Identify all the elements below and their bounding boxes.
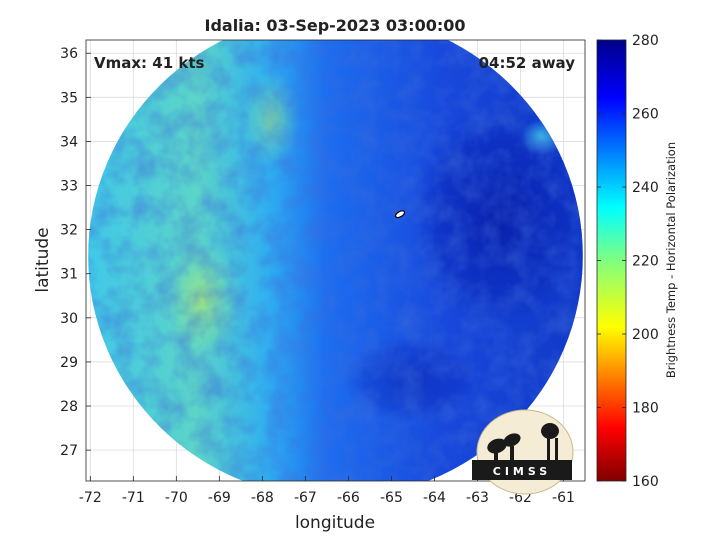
y-tick-label: 35 — [60, 90, 78, 106]
x-tick-label: -70 — [165, 490, 188, 506]
swath-field — [88, 40, 583, 481]
cimss-logo-text: CIMSS — [493, 465, 551, 478]
x-tick-label: -64 — [423, 490, 446, 506]
y-tick-label: 31 — [60, 267, 78, 283]
storm-center-marker — [394, 210, 406, 219]
colorbar-tick-label: 240 — [632, 180, 659, 196]
colorbar-tick-label: 260 — [632, 107, 659, 123]
x-tick-label: -72 — [79, 490, 102, 506]
y-tick-label: 28 — [60, 399, 78, 415]
y-tick-label: 32 — [60, 223, 78, 239]
x-axis-ticks: -72 -71 -70 -69 -68 -67 -66 -65 -64 -63 -62 -61 — [79, 476, 575, 506]
x-tick-label: -65 — [380, 490, 403, 506]
y-tick-label: 36 — [60, 46, 78, 62]
y-tick-label: 34 — [60, 134, 78, 150]
axes-frame — [85, 39, 586, 482]
y-axis-label: latitude — [33, 227, 53, 292]
vmax-annotation: Vmax: 41 kts — [94, 54, 204, 72]
colorbar — [596, 39, 627, 482]
y-tick-label: 29 — [60, 355, 78, 371]
x-axis-label: longitude — [295, 513, 375, 533]
x-tick-label: -61 — [552, 490, 575, 506]
x-tick-label: -63 — [466, 490, 489, 506]
colorbar-ticks: 160 180 200 220 240 260 280 — [597, 33, 659, 490]
cimss-logo: CIMSS — [472, 409, 574, 495]
colorbar-label: Brightness Temp - Horizontal Polarizatio… — [664, 142, 678, 378]
time-away-annotation: 04:52 away — [479, 54, 576, 72]
colorbar-tick-label: 280 — [632, 33, 659, 49]
x-tick-label: -67 — [294, 490, 317, 506]
x-tick-label: -68 — [251, 490, 274, 506]
y-axis-ticks: 27 28 29 30 31 32 33 34 35 36 — [60, 46, 91, 459]
chart-title: Idalia: 03-Sep-2023 03:00:00 — [204, 16, 465, 35]
colorbar-tick-label: 160 — [632, 474, 659, 490]
x-tick-label: -66 — [337, 490, 360, 506]
colorbar-tick-label: 220 — [632, 254, 659, 270]
x-tick-label: -69 — [208, 490, 231, 506]
colorbar-tick-label: 200 — [632, 327, 659, 343]
y-tick-label: 30 — [60, 311, 78, 327]
brightness-temp-swath — [88, 40, 583, 481]
x-tick-label: -71 — [122, 490, 145, 506]
y-tick-label: 33 — [60, 179, 78, 195]
colorbar-tick-label: 180 — [632, 401, 659, 417]
y-tick-label: 27 — [60, 443, 78, 459]
